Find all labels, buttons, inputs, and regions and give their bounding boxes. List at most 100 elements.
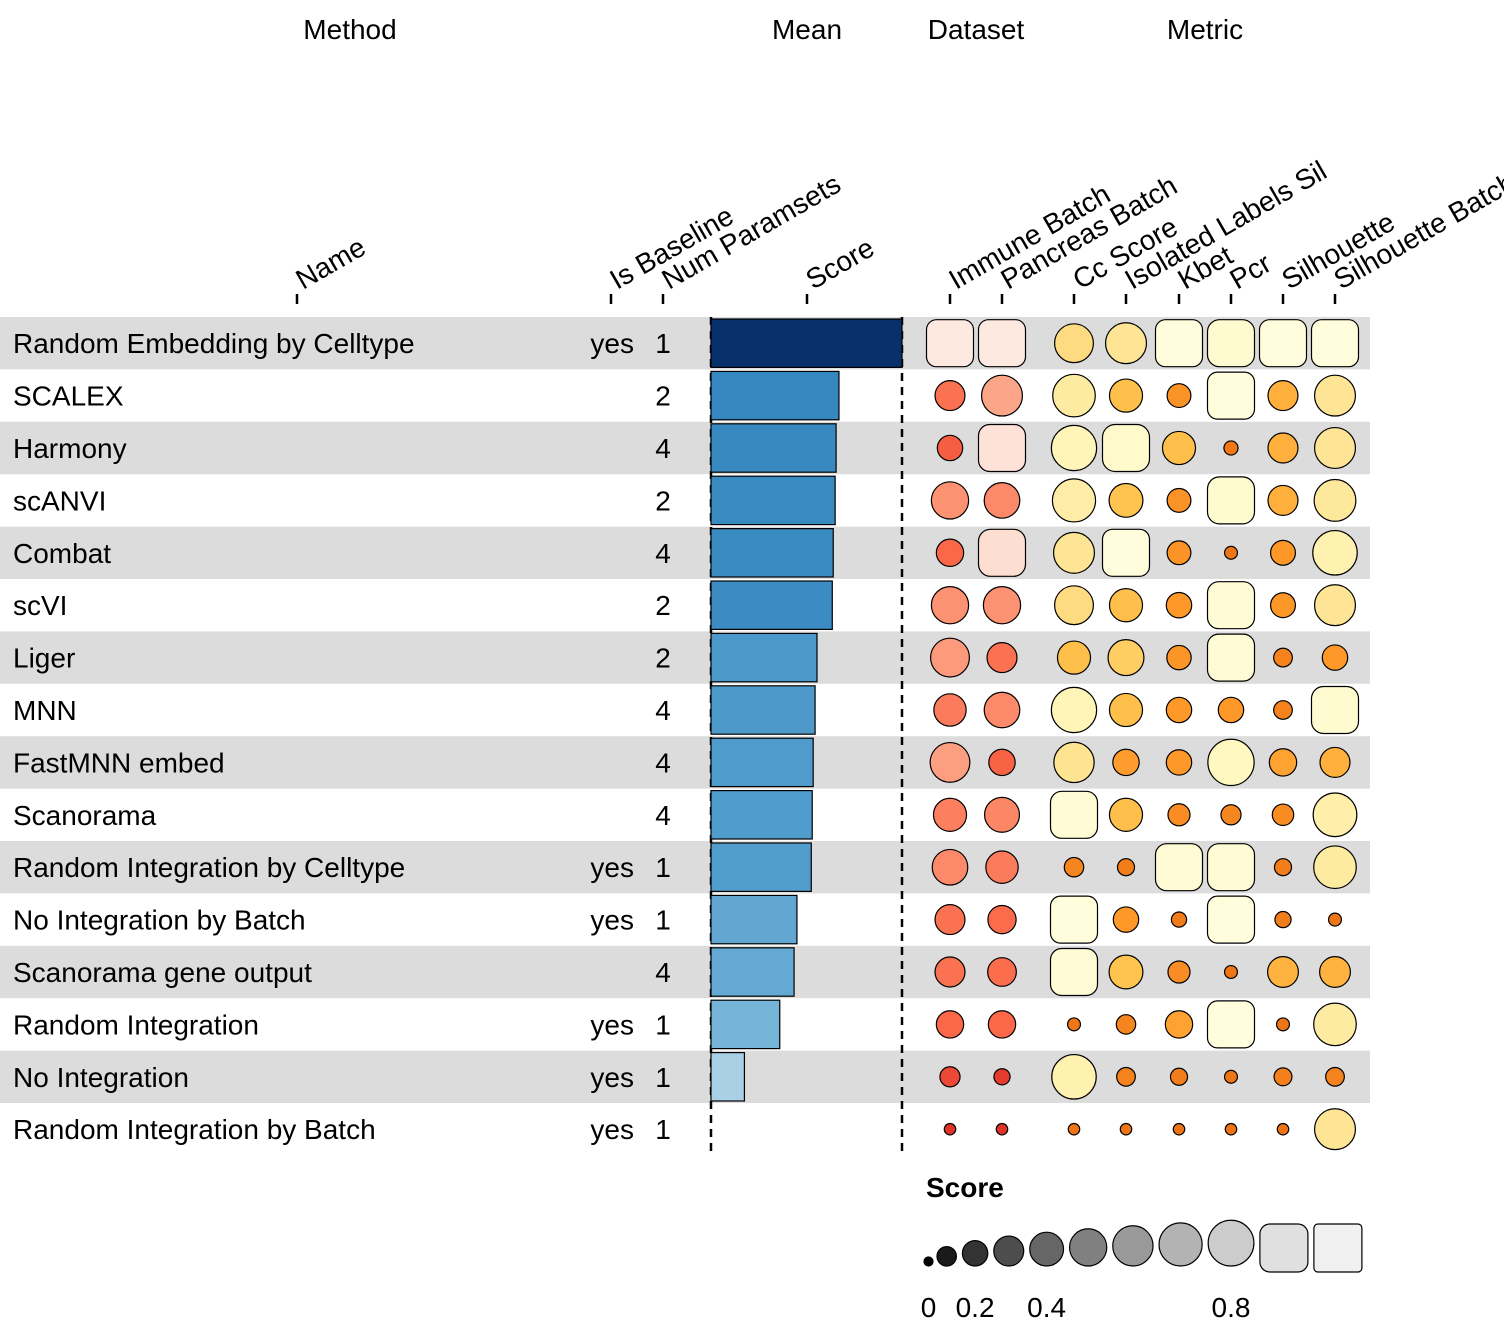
metric-score-cell: [1319, 956, 1351, 988]
metric-score-cell: [1051, 478, 1097, 523]
metric-score-cell: [1108, 482, 1144, 518]
metric-score-cell: [1312, 792, 1358, 838]
legend-tick-label: 0: [921, 1292, 937, 1323]
dataset-score-cell: [930, 585, 970, 625]
dataset-score-cell: [983, 482, 1021, 519]
metric-score-cell: [1056, 640, 1092, 675]
row-num-paramsets: 2: [655, 590, 671, 621]
score-bar: [710, 894, 798, 945]
group-header-dataset: Dataset: [928, 14, 1025, 45]
score-bar: [710, 737, 814, 788]
row-stripe: [0, 1050, 1370, 1103]
metric-score-cell: [1165, 591, 1193, 619]
row-num-paramsets: 2: [655, 381, 671, 412]
dataset-score-cell: [930, 637, 970, 678]
metric-score-cell: [1206, 476, 1256, 525]
score-bar: [710, 1051, 746, 1102]
metric-score-cell: [1050, 686, 1098, 734]
metric-score-cell: [1116, 1066, 1136, 1087]
row-num-paramsets: 4: [655, 800, 671, 831]
metric-score-cell: [1310, 685, 1360, 735]
row-num-paramsets: 1: [655, 1062, 671, 1093]
group-header-metric: Metric: [1167, 14, 1243, 45]
row-name: Random Integration by Celltype: [13, 852, 405, 883]
metric-score-cell: [1276, 1122, 1290, 1136]
dataset-score-cell: [929, 741, 971, 783]
row-stripe: [0, 631, 1370, 684]
metric-score-cell: [1313, 426, 1357, 470]
score-legend: Score 0 0.2 0.4 0.8: [921, 1172, 1363, 1323]
metric-score-cell: [1166, 383, 1192, 409]
dataset-score-cell: [935, 538, 965, 568]
dataset-score-cell: [987, 904, 1017, 935]
metric-score-cell: [1119, 1122, 1133, 1136]
metric-score-cell: [1049, 947, 1099, 997]
metric-score-cell: [1273, 858, 1293, 877]
metric-score-cell: [1101, 423, 1151, 473]
dataset-score-cell: [934, 380, 966, 412]
row-name: SCALEX: [13, 381, 124, 412]
row-name: Combat: [13, 538, 111, 569]
metric-score-cell: [1054, 585, 1094, 626]
dataset-score-cell: [934, 956, 966, 988]
score-bar: [710, 842, 812, 893]
row-stripe: [0, 841, 1370, 894]
metric-score-cell: [1050, 424, 1098, 472]
row-is-baseline: yes: [590, 905, 634, 936]
metric-score-cell: [1107, 639, 1145, 677]
score-bar: [710, 999, 781, 1050]
metric-score-cell: [1063, 856, 1085, 878]
metric-score-cell: [1051, 1053, 1097, 1100]
metric-score-cell: [1165, 696, 1193, 724]
metric-score-cell: [1224, 1122, 1238, 1136]
metric-score-cell: [1049, 895, 1099, 944]
score-bar: [710, 632, 818, 683]
metric-score-cell: [1049, 790, 1099, 839]
dataset-score-cell: [987, 1010, 1017, 1039]
row-stripe: [0, 736, 1370, 789]
row-is-baseline: yes: [590, 852, 634, 883]
metric-score-cell: [1313, 1002, 1357, 1047]
row-is-baseline: yes: [590, 1114, 634, 1145]
row-name: Liger: [13, 643, 75, 674]
legend-swatch: [1068, 1228, 1108, 1267]
dataset-score-cell: [993, 1068, 1011, 1086]
legend-swatch: [1158, 1222, 1203, 1267]
metric-score-cell: [1319, 746, 1351, 778]
legend-tick-label: 0.4: [1027, 1292, 1066, 1323]
metric-score-cell: [1166, 540, 1192, 566]
score-bar: [710, 475, 836, 526]
column-header-name: Name: [291, 231, 371, 295]
metric-score-cell: [1112, 748, 1140, 777]
metric-score-cell: [1220, 804, 1242, 826]
legend-marks: 0 0.2 0.4 0.8: [921, 1219, 1363, 1323]
metric-score-cell: [1169, 1067, 1189, 1086]
dataset-score-cell: [934, 904, 966, 936]
row-num-paramsets: 2: [655, 643, 671, 674]
dataset-score-cell: [988, 748, 1016, 777]
metric-score-cell: [1273, 700, 1293, 720]
metric-score-cell: [1054, 323, 1094, 364]
row-name: No Integration: [13, 1062, 189, 1093]
row-num-paramsets: 1: [655, 328, 671, 359]
metric-score-cell: [1108, 797, 1144, 832]
metric-score-cell: [1313, 374, 1357, 417]
metric-score-cell: [1321, 644, 1349, 671]
metric-score-cell: [1206, 633, 1256, 682]
metric-score-cell: [1269, 592, 1297, 619]
dataset-score-cell: [932, 797, 968, 832]
score-bar: [710, 685, 816, 735]
metric-score-cell: [1274, 910, 1292, 929]
metric-score-cell: [1267, 432, 1299, 464]
metric-score-cell: [1312, 529, 1358, 576]
legend-swatch: [993, 1235, 1025, 1267]
row-num-paramsets: 4: [655, 747, 671, 778]
row-name: Harmony: [13, 433, 127, 464]
column-header-metric: Pcr: [1225, 247, 1277, 295]
metric-score-cell: [1104, 322, 1148, 365]
row-name: FastMNN embed: [13, 747, 225, 778]
metric-score-cell: [1313, 584, 1357, 627]
metric-score-cell: [1053, 741, 1095, 784]
dataset-score-cell: [939, 1066, 961, 1088]
